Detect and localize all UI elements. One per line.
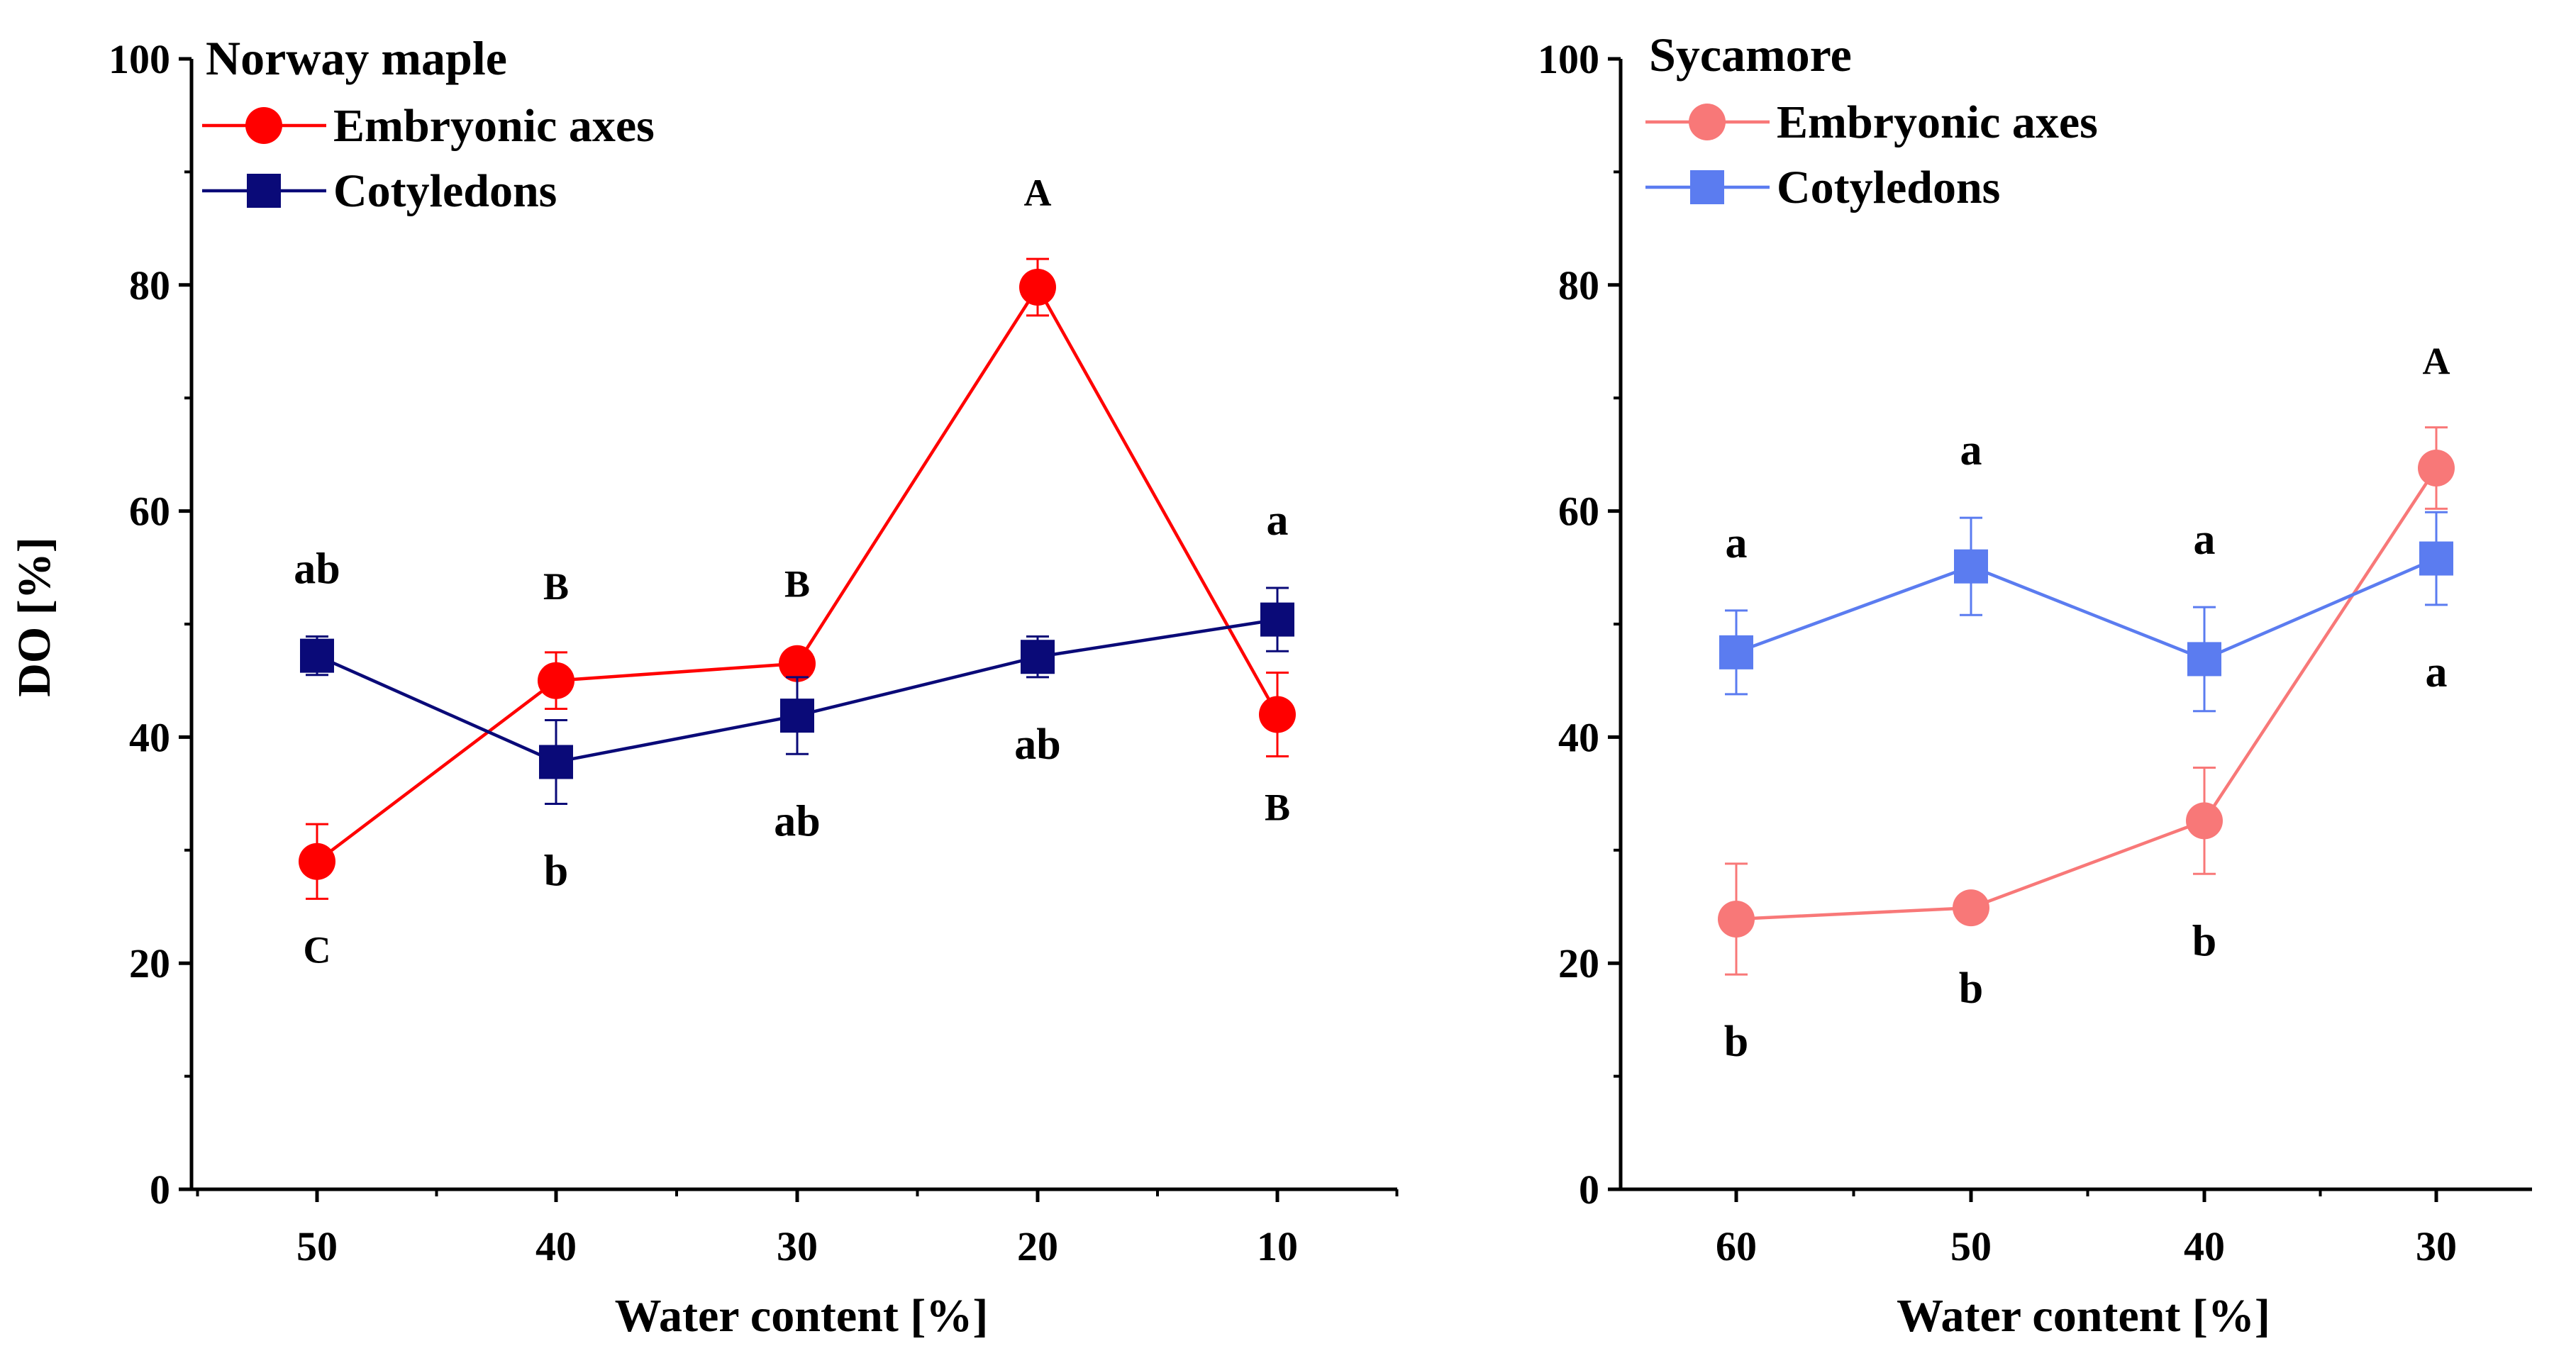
panel-1-legend-embryonic-axes-label: Embryonic axes (333, 100, 655, 152)
panel-2-x-tick-label: 60 (1716, 1223, 1757, 1269)
panel-1-embryonic-axes-sig-label: B (543, 565, 569, 608)
panel-1-embryonic-axes-point (538, 662, 574, 699)
panel-2-embryonic-axes-sig-label: b (2192, 917, 2216, 965)
panel-2-cotyledons-point (1719, 635, 1753, 669)
panel-2-y-tick-label: 40 (1558, 714, 1599, 760)
panel-1-legend-embryonic-axes-marker (245, 107, 282, 144)
panel-1-y-tick-label: 0 (150, 1167, 170, 1213)
panel-2-legend-embryonic-axes-label: Embryonic axes (1777, 96, 2098, 148)
panel-1-embryonic-axes-sig-label: B (784, 563, 810, 606)
panel-2-y-tick-label: 0 (1579, 1167, 1599, 1213)
panel-1-cotyledons-sig-label: ab (1014, 721, 1060, 769)
panel-2-x-tick-label: 40 (2184, 1223, 2225, 1269)
panel-2-y-tick-label: 60 (1558, 489, 1599, 535)
panel-2-embryonic-axes-point (2418, 450, 2455, 487)
panel-2-cotyledons-line (1736, 557, 2437, 661)
panel-1-cotyledons-point (1021, 640, 1055, 674)
panel-2-legend-embryonic-axes-marker (1689, 104, 1726, 140)
panel-2-cotyledons-sig-label: a (1726, 519, 1748, 567)
panel-1-embryonic-axes-sig-label: C (304, 928, 331, 971)
panel-1-cotyledons-sig-label: ab (774, 797, 820, 845)
panel-2-cotyledons-sig-label: a (1960, 426, 1982, 474)
panel-2-cotyledons-sig-label: a (2426, 648, 2448, 696)
panel-1-cotyledons-point (1260, 602, 1294, 637)
panel-2-cotyledons-point (2419, 541, 2453, 576)
panel-2-embryonic-axes-sig-label: b (1724, 1018, 1748, 1066)
panel-2-legend-cotyledons-label: Cotyledons (1777, 162, 2000, 213)
panel-1-x-tick-label: 50 (296, 1223, 338, 1269)
panel-2-x-axis-title: Water content [%] (1897, 1290, 2270, 1342)
panel-2-embryonic-axes-sig-label: b (1959, 964, 1983, 1013)
panel-2-embryonic-axes-point (1953, 889, 1989, 927)
panel-1-cotyledons-point (300, 638, 334, 673)
panel-1-y-tick-label: 20 (129, 940, 170, 986)
panel-1-cotyledons-sig-label: a (1267, 496, 1289, 545)
panel-1-embryonic-axes-sig-label: B (1265, 786, 1290, 828)
panel-1-cotyledons-sig-label: b (544, 847, 568, 895)
panel-1-x-tick-label: 30 (777, 1223, 818, 1269)
panel-2-cotyledons-point (2187, 642, 2221, 677)
panel-1-cotyledons-sig-label: ab (294, 545, 340, 594)
panel-1-legend-cotyledons-label: Cotyledons (333, 165, 557, 217)
panel-2-embryonic-axes-sig-label: A (2423, 340, 2450, 383)
panel-1-embryonic-axes-point (1259, 696, 1296, 733)
y-axis-title: DO [%] (9, 537, 60, 696)
panel-2-x-tick-label: 30 (2416, 1223, 2457, 1269)
panel-2-x-tick-label: 50 (1950, 1223, 1992, 1269)
panel-1-y-tick-label: 100 (109, 36, 170, 82)
panel-1-embryonic-axes-point (1019, 268, 1056, 306)
panel-2-embryonic-axes-line (1736, 467, 2438, 921)
panel-1-y-tick-label: 60 (129, 489, 170, 535)
panel-1-x-tick-label: 10 (1257, 1223, 1298, 1269)
panel-2-legend-cotyledons-marker (1690, 170, 1724, 204)
panel-1-embryonic-axes-point (779, 645, 816, 682)
panel-2-cotyledons-sig-label: a (2194, 516, 2216, 564)
panel-2-embryonic-axes-point (1718, 901, 1755, 938)
panel-1-title: Norway maple (206, 31, 507, 85)
panel-1-embryonic-axes-point (299, 843, 335, 880)
panel-1-y-tick-label: 40 (129, 714, 170, 760)
panel-1-embryonic-axes-sig-label: A (1024, 172, 1052, 214)
panel-1-x-tick-label: 40 (535, 1223, 577, 1269)
panel-2-y-tick-label: 20 (1558, 940, 1599, 986)
panel-1-cotyledons-point (539, 745, 573, 779)
panel-2-y-tick-label: 80 (1558, 262, 1599, 308)
panel-2-cotyledons-point (1954, 549, 1988, 584)
panel-1-legend-cotyledons-marker (247, 174, 281, 208)
panel-1-x-tick-label: 20 (1017, 1223, 1058, 1269)
panel-2-title: Sycamore (1649, 28, 1852, 82)
panel-1-cotyledons-point (780, 699, 814, 733)
panel-2-y-tick-label: 100 (1538, 36, 1599, 82)
panel-1-x-axis-title: Water content [%] (615, 1290, 989, 1342)
panel-1-y-tick-label: 80 (129, 262, 170, 308)
panel-2-embryonic-axes-point (2186, 802, 2223, 840)
